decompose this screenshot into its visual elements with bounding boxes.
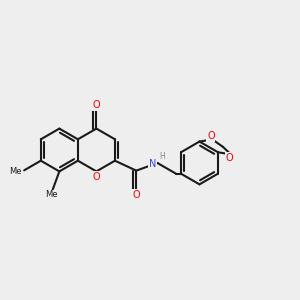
- Text: Me: Me: [9, 167, 22, 176]
- Text: O: O: [133, 190, 140, 200]
- Text: O: O: [207, 131, 214, 141]
- Text: Me: Me: [45, 190, 58, 199]
- Text: O: O: [226, 153, 233, 163]
- Text: O: O: [93, 172, 100, 182]
- Text: O: O: [93, 100, 100, 110]
- Text: H: H: [159, 152, 165, 160]
- Text: N: N: [149, 159, 157, 169]
